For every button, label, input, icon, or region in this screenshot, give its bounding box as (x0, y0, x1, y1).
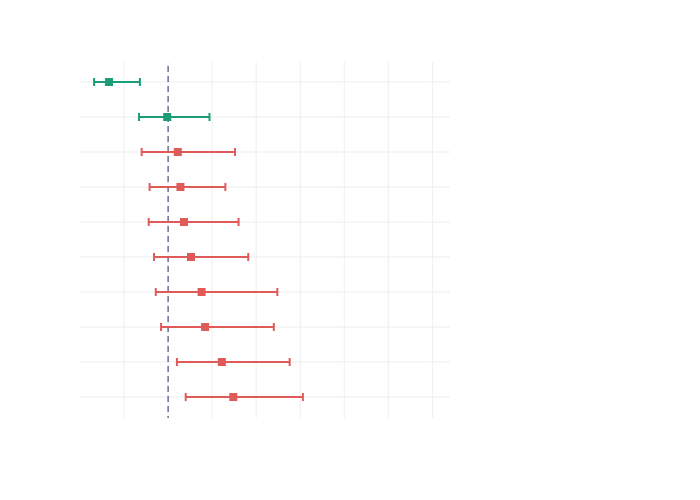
marks-layer (93, 78, 304, 401)
row-5 (153, 253, 250, 261)
estimate-point-1 (163, 113, 172, 121)
estimate-point-9 (229, 393, 238, 401)
estimate-point-6 (197, 288, 206, 296)
row-0 (93, 78, 141, 86)
row-8 (175, 358, 291, 366)
row-3 (148, 183, 227, 191)
row-4 (147, 218, 240, 226)
estimate-point-7 (201, 323, 210, 331)
estimate-point-8 (217, 358, 226, 366)
row-6 (154, 288, 279, 296)
grid-layer (80, 62, 450, 418)
estimate-point-4 (179, 218, 188, 226)
row-9 (184, 393, 304, 401)
row-1 (138, 113, 211, 121)
row-2 (140, 148, 237, 156)
estimate-point-0 (105, 78, 114, 86)
estimate-point-2 (173, 148, 182, 156)
estimate-point-3 (176, 183, 185, 191)
row-7 (160, 323, 275, 331)
estimate-point-5 (187, 253, 195, 261)
